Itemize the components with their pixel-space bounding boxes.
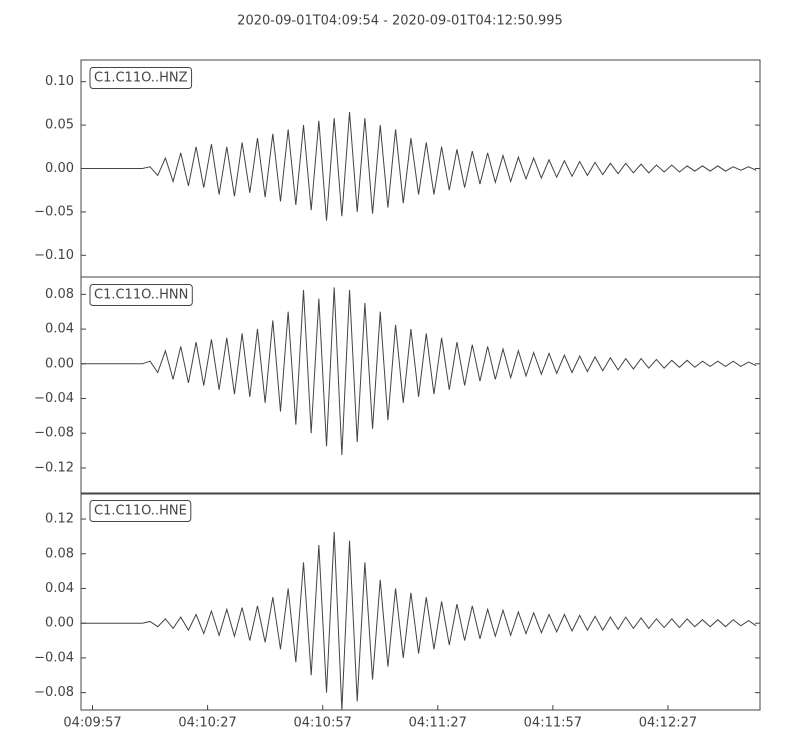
y-tick-label: 0.04 [45,581,74,596]
y-tick-label: −0.08 [34,426,74,441]
y-tick-label: −0.05 [34,204,74,219]
y-tick-label: 0.08 [45,287,74,302]
y-tick-label: −0.10 [34,248,74,263]
y-tick-label: 0.08 [45,546,74,561]
waveform [81,112,757,221]
y-tick-label: −0.08 [34,685,74,700]
x-tick-label: 04:10:27 [178,716,236,731]
y-tick-label: −0.12 [34,460,74,475]
x-tick-label: 04:09:57 [63,716,121,731]
y-tick-label: 0.00 [45,616,74,631]
y-tick-label: 0.05 [45,118,74,133]
x-tick-label: 04:11:27 [409,716,467,731]
waveform [81,287,757,455]
x-tick-label: 04:10:57 [293,716,351,731]
y-tick-label: 0.04 [45,322,74,337]
y-tick-label: 0.10 [45,74,74,89]
channel-label: C1.C11O..HNN [94,288,188,303]
label-box [89,67,193,89]
panel-frame [80,492,761,711]
channel-label: C1.C11O..HNE [94,504,187,519]
y-tick-label: 0.00 [45,161,74,176]
y-tick-label: −0.04 [34,391,74,406]
x-tick-label: 04:11:57 [524,716,582,731]
y-tick-label: 0.00 [45,356,74,371]
waveform [81,532,757,711]
label-box [89,284,193,306]
panel-frame [80,59,761,278]
panel-frame [80,276,761,495]
channel-label: C1.C11O..HNZ [94,71,188,86]
y-tick-label: 0.12 [45,512,74,527]
x-tick-label: 04:12:27 [639,716,697,731]
chart-title: 2020-09-01T04:09:54 - 2020-09-01T04:12:5… [237,14,563,29]
label-box [89,500,192,522]
y-tick-label: −0.04 [34,650,74,665]
